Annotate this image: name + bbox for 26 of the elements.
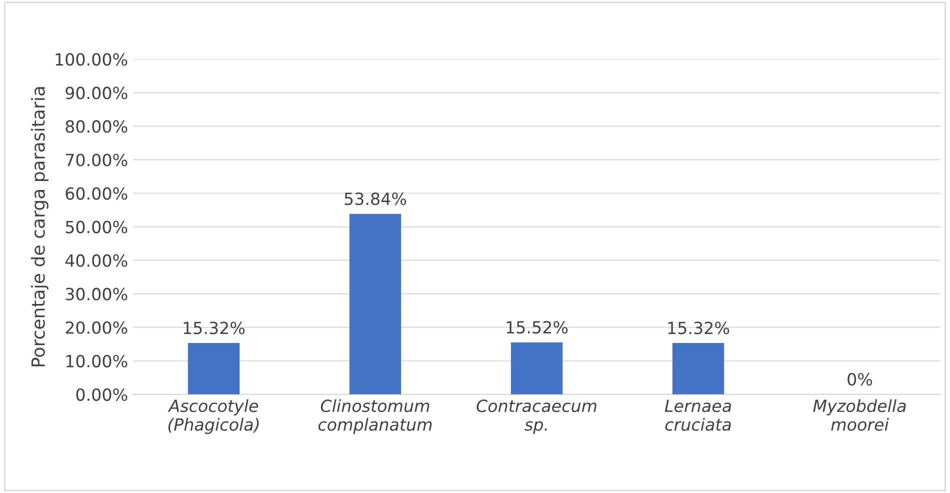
y-tick-label: 60.00%: [66, 187, 128, 200]
y-tick-label: 100.00%: [56, 53, 128, 66]
x-tick-label: Ascocotyle (Phagicola): [168, 399, 259, 434]
y-tick-label: 0.00%: [76, 388, 128, 401]
y-tick-label: 70.00%: [66, 154, 128, 166]
x-tick-label: Lernaea cruciata: [664, 400, 731, 431]
bar: [188, 343, 240, 394]
y-tick-label: 50.00%: [66, 220, 128, 234]
data-label: 53.84%: [344, 192, 406, 206]
data-label: 15.52%: [506, 320, 568, 334]
y-tick-label: 20.00%: [66, 321, 128, 334]
x-tick-label: Clinostomum complanatum: [318, 399, 432, 434]
y-tick-label: 30.00%: [66, 288, 128, 300]
data-label: 0%: [848, 373, 872, 386]
data-label: 15.32%: [668, 322, 730, 334]
y-tick-label: 90.00%: [66, 86, 128, 100]
x-tick-label: Contracaecum sp.: [476, 400, 596, 434]
x-tick-label: Myzobdella moorei: [813, 399, 906, 431]
y-tick-label: 40.00%: [65, 254, 128, 267]
y-tick-label: 80.00%: [66, 120, 128, 133]
y-tick-label: 10.00%: [66, 354, 128, 368]
data-label: 15.32%: [184, 322, 245, 334]
bar: [672, 343, 724, 394]
y-axis-title: Porcentaje de carga parasitaria: [30, 87, 48, 366]
bar: [349, 214, 402, 394]
bar: [510, 342, 563, 394]
